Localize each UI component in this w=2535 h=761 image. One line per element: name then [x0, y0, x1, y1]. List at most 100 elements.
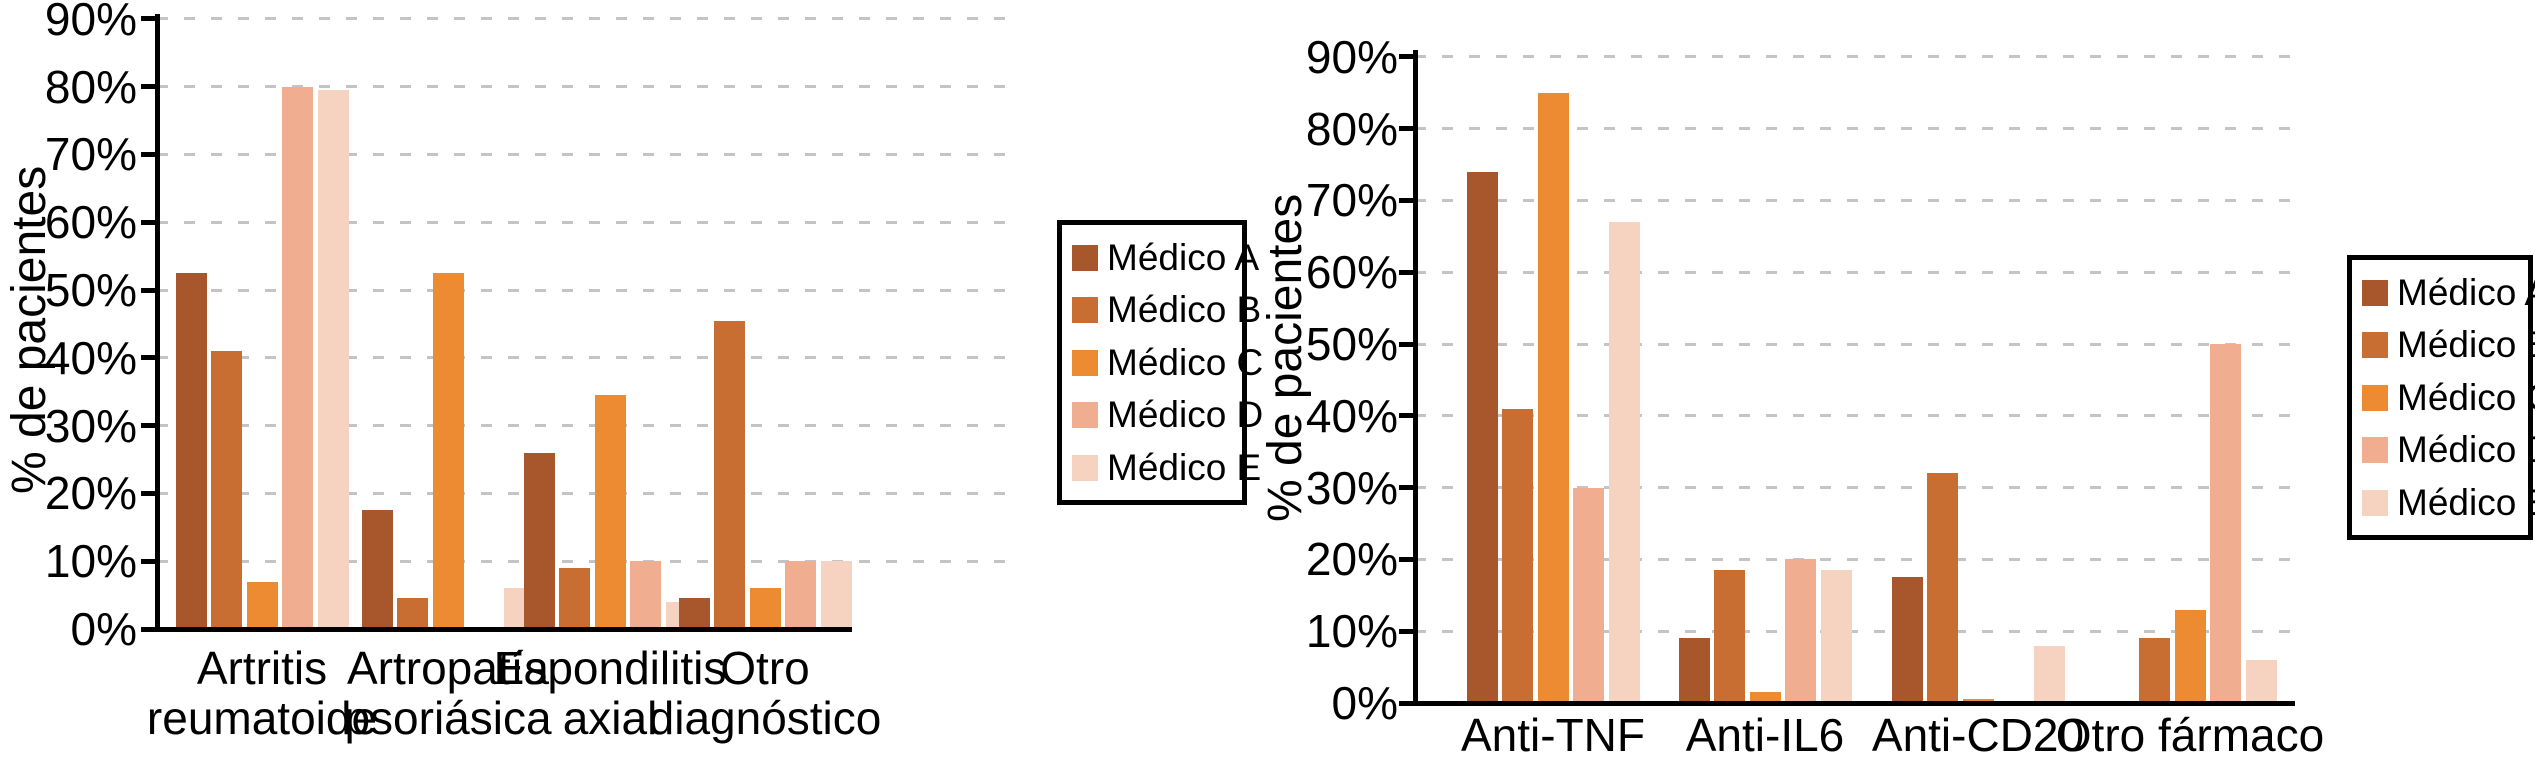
y-tick-label: 10% [1305, 605, 1398, 658]
bar [2139, 638, 2170, 703]
gridline [1415, 55, 2290, 59]
x-category-label-line: Anti-CD20 [1871, 709, 2085, 761]
bar [1927, 473, 1958, 703]
bar [1466, 171, 1498, 703]
gridline [157, 356, 1010, 360]
y-tick-label: 50% [1305, 318, 1398, 370]
x-category-label-line: Anti-IL6 [1685, 709, 1845, 761]
y-axis-line [154, 14, 160, 632]
legend-label: Médico D [2397, 429, 2535, 470]
legend-entry: Médico B [1072, 290, 1261, 330]
y-tick-label: 30% [1305, 461, 1398, 514]
legend-entry: Médico E [2362, 482, 2535, 523]
x-category-label-line: Espondilitis [493, 642, 727, 694]
bar [1891, 577, 1923, 703]
y-tick [141, 16, 157, 22]
gridline [1415, 414, 2290, 418]
legend-entry: Médico E [1072, 447, 1261, 488]
legend-label: Médico B [1107, 289, 1262, 330]
bar [1820, 570, 1852, 703]
legend-entry: Médico A [2362, 272, 2535, 313]
legend-label: Médico E [2397, 481, 2535, 523]
legend-swatch [1072, 454, 1098, 481]
bar [432, 273, 464, 629]
bar [1785, 559, 1816, 703]
x-category-label-line: psoriásica [344, 692, 552, 744]
gridline [1415, 270, 2290, 274]
x-category-label-line: Otro fármaco [2055, 709, 2325, 761]
y-tick-label: 20% [1305, 533, 1398, 586]
gridline [1415, 557, 2290, 561]
x-category-label: Artropatía psoriásica [228, 643, 668, 743]
y-tick-label: 40% [44, 331, 137, 384]
y-tick [1399, 54, 1415, 60]
x-category-label-line: axial [562, 692, 658, 744]
legend-entry: Médico A [1072, 237, 1259, 278]
y-tick-label: 90% [1305, 30, 1398, 83]
legend-swatch [2362, 437, 2388, 463]
x-category-label-line: Anti-TNF [1461, 709, 1645, 761]
x-axis-line [154, 626, 852, 632]
left-y-axis-title: % de pacientes [3, 165, 56, 495]
y-tick [141, 84, 157, 90]
legend-entry: Médico C [2362, 377, 2535, 418]
x-category-label-line: Artropatía [347, 642, 549, 694]
legend-swatch [1072, 244, 1098, 271]
gridline [157, 85, 1010, 89]
legend-swatch [2362, 332, 2388, 358]
bar [397, 598, 428, 629]
bar [714, 320, 745, 629]
legend-swatch [1072, 297, 1098, 323]
gridline [157, 288, 1010, 292]
y-tick-label: 70% [44, 128, 137, 181]
legend-swatch [1072, 349, 1098, 376]
gridline [1415, 127, 2290, 131]
y-tick [1399, 556, 1415, 562]
legend-label: Médico A [2397, 271, 2535, 313]
gridline [1415, 629, 2290, 633]
bar [1678, 638, 1710, 703]
legend-swatch [1072, 402, 1098, 428]
y-tick [1399, 126, 1415, 132]
gridline [157, 220, 1010, 224]
legend-entry: Médico C [1072, 342, 1263, 383]
x-axis-line [1412, 700, 2295, 706]
y-tick [1399, 341, 1415, 347]
x-category-label: Anti-TNF [1333, 710, 1773, 760]
bar [594, 395, 626, 629]
y-tick-label: 50% [44, 264, 137, 316]
y-tick [141, 355, 157, 361]
gridline [157, 17, 1010, 21]
x-category-label: Otro diagnóstico [545, 643, 985, 743]
gridline [1415, 342, 2290, 346]
legend-swatch [2362, 489, 2388, 516]
bar [211, 351, 242, 629]
legend-label: Médico B [2397, 324, 2535, 365]
y-tick [141, 423, 157, 429]
legend-label: Médico E [1107, 446, 1262, 488]
bar [1573, 487, 1604, 703]
y-tick [141, 287, 157, 293]
y-axis-line [1412, 50, 1418, 706]
gridline [1415, 486, 2290, 490]
legend-entry: Médico B [2362, 325, 2535, 365]
bar [523, 452, 555, 629]
y-tick [1399, 700, 1415, 706]
bar [1608, 221, 1640, 703]
legend-swatch [2362, 384, 2388, 411]
x-category-label-line: diagnóstico [648, 692, 882, 744]
y-tick-label: 10% [44, 535, 137, 588]
y-tick-label: 0% [70, 603, 137, 655]
bar [1502, 408, 1533, 703]
bar [246, 581, 278, 629]
y-tick [1399, 485, 1415, 491]
y-tick [1399, 628, 1415, 634]
bar [1749, 692, 1781, 703]
x-category-label-line: Otro [720, 642, 810, 694]
y-tick [1399, 197, 1415, 203]
y-tick [141, 219, 157, 225]
legend-label: Médico A [1107, 236, 1260, 278]
y-tick-label: 0% [1331, 677, 1398, 729]
